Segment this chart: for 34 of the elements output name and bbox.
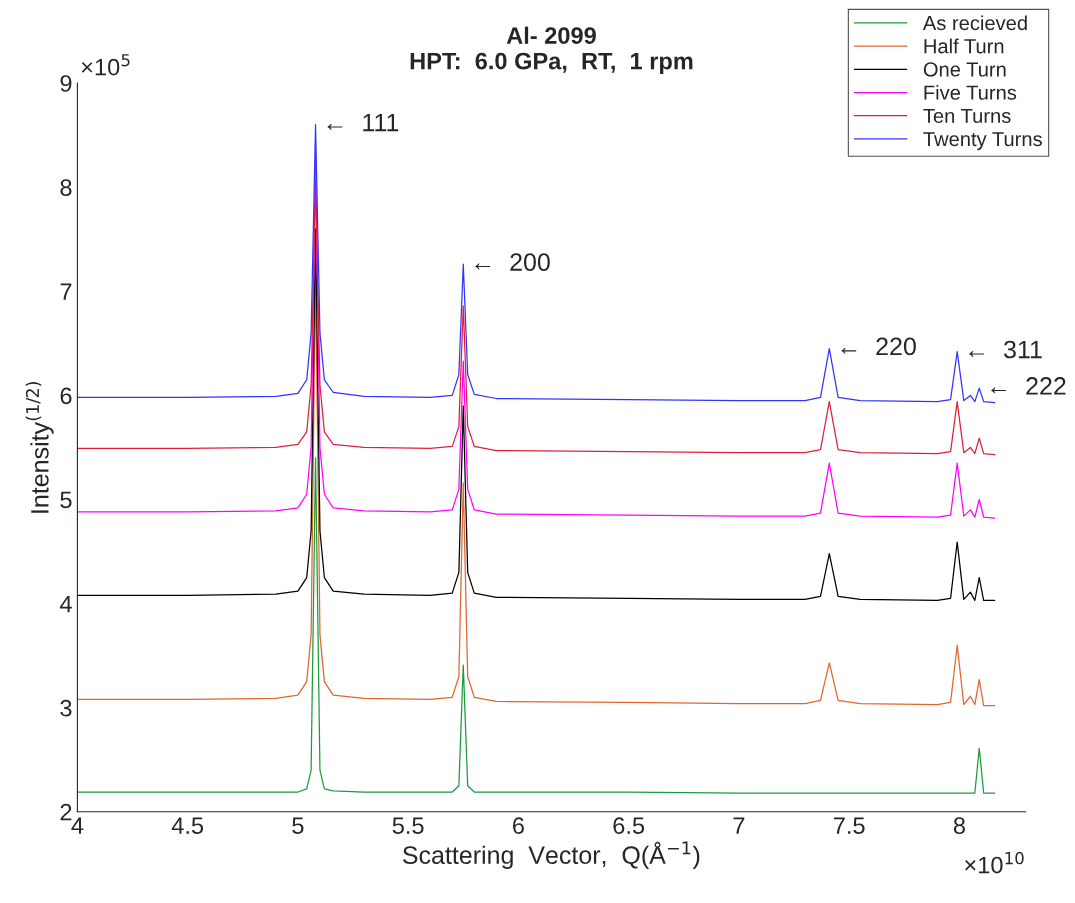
annotation: ← 311 xyxy=(969,340,1042,359)
line-series xyxy=(77,457,996,794)
x-tick-label: 4 xyxy=(71,817,84,834)
x-tick-label: 8 xyxy=(953,817,965,834)
legend-label: One Turn xyxy=(923,62,1006,77)
legend-label: Twenty Turns xyxy=(923,132,1042,151)
y-tick-label: 8 xyxy=(60,179,72,196)
x-tick-label: 4.5 xyxy=(171,817,204,834)
y-axis-title: Intensity$^{(1/2)}$ xyxy=(25,382,54,513)
legend-label: Ten Turns xyxy=(923,108,1011,123)
y-tick-label: 3 xyxy=(60,699,72,717)
text: ×10$^{10}$ xyxy=(965,851,1024,874)
x-tick-label: 7 xyxy=(733,817,745,834)
x-tick-label: 6.5 xyxy=(613,817,645,834)
y-tick-label: 5 xyxy=(60,491,72,509)
x-axis-title: Scattering Vector, Q(Å$^{−1}$) xyxy=(402,841,700,869)
x-tick-label: 5.5 xyxy=(392,817,424,834)
annotation: ← 222 xyxy=(991,377,1066,395)
text: ×10$^{5}$ xyxy=(81,54,130,76)
x-tick-label: 6 xyxy=(513,817,524,834)
y-tick-label: 4 xyxy=(59,595,72,613)
y-tick-label: 9 xyxy=(60,75,72,92)
legend-label: As recieved xyxy=(922,15,1027,31)
y-tick-label: 7 xyxy=(60,283,72,300)
x-tick-label: 5 xyxy=(292,817,304,834)
annotation: ← 220 xyxy=(841,337,916,356)
legend-label: Five Turns xyxy=(924,85,1017,100)
y-tick-label: 6 xyxy=(60,387,72,405)
annotation: ← 111 xyxy=(327,113,399,132)
annotation: ← 200 xyxy=(475,253,550,271)
legend-label: Half Turn xyxy=(924,38,1004,54)
y-tick-label: 2 xyxy=(60,803,72,821)
chart-title: Al- 2099 HPT: 6.0 GPa, RT, 1 rpm xyxy=(410,26,693,75)
x-tick-label: 7.5 xyxy=(833,817,865,834)
